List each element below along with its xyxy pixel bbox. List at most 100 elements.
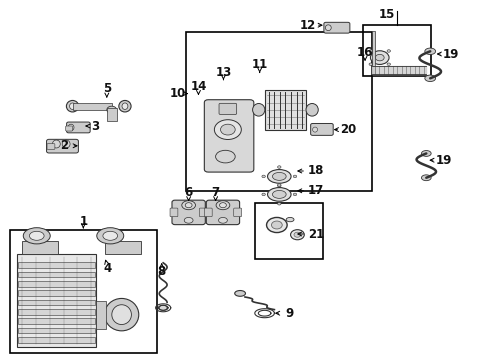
Ellipse shape [219,217,227,223]
Bar [18,290,95,296]
Bar [73,103,112,110]
Ellipse shape [97,228,123,244]
Ellipse shape [103,231,118,240]
Ellipse shape [70,103,75,109]
Bar [107,108,117,121]
Text: 13: 13 [215,66,232,78]
Text: 14: 14 [190,80,207,93]
Ellipse shape [369,63,372,66]
Bar [10,230,157,353]
FancyBboxPatch shape [47,144,55,149]
Ellipse shape [220,203,226,208]
Ellipse shape [268,188,291,201]
Ellipse shape [291,230,304,240]
FancyBboxPatch shape [199,208,207,217]
Ellipse shape [277,166,281,168]
Ellipse shape [277,202,281,205]
Ellipse shape [216,201,230,210]
Ellipse shape [375,54,384,61]
Ellipse shape [293,193,296,196]
FancyBboxPatch shape [172,200,205,225]
Text: 20: 20 [340,123,356,136]
FancyBboxPatch shape [204,208,212,217]
FancyBboxPatch shape [324,22,350,33]
FancyBboxPatch shape [311,123,333,135]
Text: 3: 3 [92,120,99,132]
Text: 6: 6 [185,186,193,199]
Text: 17: 17 [308,184,324,197]
Ellipse shape [272,190,286,198]
Ellipse shape [425,48,436,55]
Ellipse shape [182,201,196,210]
Ellipse shape [421,150,431,156]
Ellipse shape [52,140,60,148]
Bar [18,281,95,287]
Ellipse shape [262,193,265,196]
Bar [186,32,372,191]
Ellipse shape [119,100,131,112]
FancyBboxPatch shape [234,208,242,217]
Ellipse shape [104,298,139,331]
Bar [363,25,431,76]
Ellipse shape [267,217,287,233]
Ellipse shape [216,150,235,163]
Ellipse shape [112,305,131,325]
Text: 1: 1 [79,215,87,228]
Bar [372,31,375,74]
FancyBboxPatch shape [170,208,178,217]
Bar [17,254,96,347]
Text: 18: 18 [308,165,324,177]
Ellipse shape [268,170,291,183]
Bar [265,90,306,130]
Ellipse shape [370,51,389,64]
Text: 9: 9 [285,307,293,320]
Ellipse shape [387,63,391,66]
Ellipse shape [313,127,318,132]
Ellipse shape [272,172,286,180]
Text: 19: 19 [442,48,459,60]
Ellipse shape [262,175,265,177]
Bar [18,328,95,333]
Ellipse shape [215,120,242,139]
FancyBboxPatch shape [47,139,78,153]
Ellipse shape [286,217,294,222]
FancyBboxPatch shape [204,100,254,172]
Bar [18,300,95,305]
Ellipse shape [425,75,436,82]
Ellipse shape [67,100,78,112]
Ellipse shape [24,228,50,244]
Ellipse shape [122,103,128,109]
Ellipse shape [294,232,301,237]
Text: 21: 21 [308,228,324,240]
Bar [255,203,323,259]
Text: 19: 19 [435,154,452,167]
Ellipse shape [220,124,235,135]
Bar [18,309,95,315]
Ellipse shape [306,104,318,116]
FancyBboxPatch shape [206,200,240,225]
Bar [22,241,58,254]
Text: 16: 16 [357,46,373,59]
Text: 4: 4 [104,262,112,275]
FancyBboxPatch shape [219,103,237,114]
Bar [96,301,106,329]
Bar [18,271,95,277]
Ellipse shape [387,50,391,52]
Ellipse shape [68,124,74,131]
Bar [105,241,141,254]
Ellipse shape [29,231,44,240]
Bar [18,337,95,343]
FancyBboxPatch shape [67,122,90,133]
Ellipse shape [271,221,282,229]
Ellipse shape [325,25,331,31]
Text: 8: 8 [158,265,166,278]
Text: 5: 5 [103,82,111,95]
Ellipse shape [159,305,167,310]
Text: 2: 2 [60,139,68,152]
Ellipse shape [293,175,296,177]
Ellipse shape [185,203,192,208]
Bar [18,262,95,268]
Ellipse shape [277,184,281,186]
Ellipse shape [107,106,117,113]
Ellipse shape [235,291,245,296]
